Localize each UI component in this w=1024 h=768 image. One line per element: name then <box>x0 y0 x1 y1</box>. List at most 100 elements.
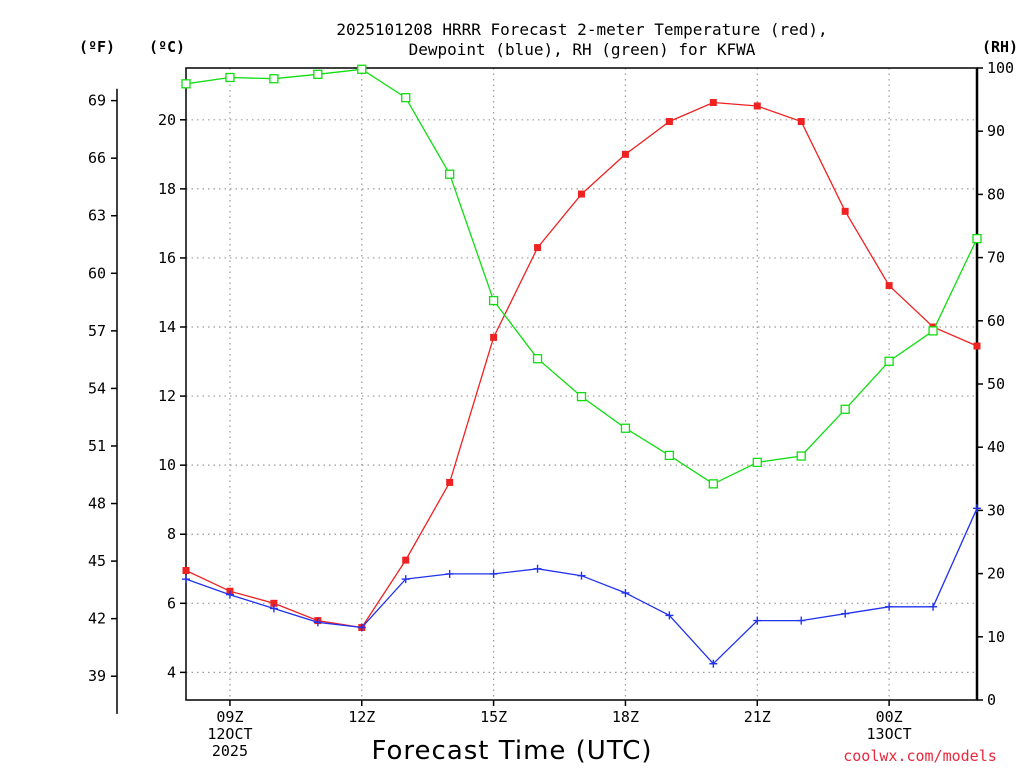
dewpoint-point <box>929 602 938 611</box>
dewpoint-point <box>577 571 586 580</box>
rh-unit-label: (RH) <box>982 38 1018 56</box>
rh-tick-label: 70 <box>987 249 1005 267</box>
celsius-tick-label: 10 <box>158 456 176 474</box>
celsius-tick-label: 6 <box>167 594 176 612</box>
temperature-point <box>973 342 981 350</box>
grid-lines <box>186 68 977 700</box>
x-tick-label: 21Z <box>744 708 771 726</box>
rh-point <box>181 79 191 89</box>
celsius-tick-label: 12 <box>158 387 176 405</box>
temperature-point <box>621 150 629 158</box>
fahrenheit-tick-label: 48 <box>88 495 106 513</box>
celsius-tick-label: 18 <box>158 180 176 198</box>
rh-point <box>708 479 718 489</box>
rh-series-line <box>185 68 978 485</box>
fahrenheit-tick-label: 45 <box>88 552 106 570</box>
rh-tick-label: 0 <box>987 691 996 709</box>
rh-point <box>752 457 762 468</box>
temperature-series-line <box>185 101 978 629</box>
rh-tick-label: 90 <box>987 122 1005 140</box>
temperature-point <box>665 118 673 126</box>
x-axis-label: Forecast Time (UTC) <box>371 736 652 766</box>
rh-point <box>664 450 675 461</box>
x-tick-label: 12Z <box>348 708 375 726</box>
temperature-point <box>270 599 278 607</box>
dewpoint-series-line <box>185 508 978 665</box>
rh-point <box>796 451 806 461</box>
rh-tick-label: 20 <box>987 565 1005 583</box>
credit-label: coolwx.com/models <box>843 747 997 765</box>
dewpoint-point <box>269 604 278 613</box>
rh-point <box>401 93 411 103</box>
fahrenheit-tick-label: 57 <box>88 322 106 340</box>
x-tick-label: 09Z <box>216 708 243 726</box>
rh-tick-label: 60 <box>987 312 1005 330</box>
x-tick-label: 15Z <box>480 708 507 726</box>
celsius-tick-label: 8 <box>167 525 176 543</box>
celsius-tick-label: 16 <box>158 249 176 267</box>
dewpoint-point <box>225 590 234 599</box>
temperature-point <box>841 207 849 215</box>
chart-title-line1: 2025101208 HRRR Forecast 2-meter Tempera… <box>336 20 827 39</box>
rh-tick-label: 80 <box>987 185 1005 203</box>
temperature-point <box>753 102 761 110</box>
rh-tick-label: 40 <box>987 438 1005 456</box>
fahrenheit-tick-label: 39 <box>88 667 106 685</box>
rh-point <box>928 326 938 336</box>
fahrenheit-tick-label: 42 <box>88 610 106 628</box>
rh-tick-label: 50 <box>987 375 1005 393</box>
dewpoint-point <box>401 575 410 584</box>
dewpoint-point <box>709 659 718 668</box>
temperature-point <box>885 282 893 290</box>
fahrenheit-tick-label: 54 <box>88 379 106 397</box>
x-tick-label: 13OCT <box>867 725 912 743</box>
rh-point <box>972 233 982 244</box>
dewpoint-point <box>313 618 322 627</box>
temperature-point <box>446 478 454 486</box>
fahrenheit-tick-label: 51 <box>88 437 106 455</box>
plot-frame <box>185 67 978 701</box>
x-tick-label: 2025 <box>212 742 248 760</box>
dewpoint-point <box>533 564 542 573</box>
axes: 4 6 8 10 12 14 16 18 20 39 42 45 48 51 54 57 60 63 66 69 0 10… <box>88 59 1014 714</box>
temperature-point <box>490 333 498 341</box>
fahrenheit-tick-label: 66 <box>88 149 106 167</box>
celsius-unit-label: (ºC) <box>149 38 185 56</box>
rh-point <box>840 404 850 414</box>
temperature-point <box>797 118 805 126</box>
dewpoint-point <box>797 616 806 625</box>
chart-title-line2: Dewpoint (blue), RH (green) for KFWA <box>409 40 756 59</box>
fahrenheit-tick-label: 60 <box>88 264 106 282</box>
x-tick-label: 18Z <box>612 708 639 726</box>
x-tick-label: 12OCT <box>207 725 252 743</box>
rh-point <box>488 295 499 306</box>
rh-point <box>884 356 894 366</box>
rh-point <box>532 354 543 364</box>
dewpoint-point <box>621 588 630 597</box>
fahrenheit-unit-label: (ºF) <box>79 38 115 56</box>
dewpoint-point <box>665 611 674 620</box>
celsius-tick-label: 4 <box>167 663 176 681</box>
temperature-point <box>578 190 585 198</box>
dewpoint-point <box>357 623 366 632</box>
rh-tick-label: 100 <box>987 59 1014 77</box>
temperature-point <box>534 244 542 252</box>
x-tick-label: 00Z <box>876 708 903 726</box>
rh-point <box>225 72 235 83</box>
rh-tick-label: 30 <box>987 501 1005 519</box>
rh-point <box>269 74 279 84</box>
rh-tick-label: 10 <box>987 628 1005 646</box>
rh-point <box>313 69 323 79</box>
rh-point <box>445 169 455 179</box>
fahrenheit-tick-label: 63 <box>88 207 106 225</box>
celsius-tick-label: 20 <box>158 111 176 129</box>
celsius-tick-label: 14 <box>158 318 176 336</box>
dewpoint-point <box>973 504 981 513</box>
rh-point <box>357 64 367 74</box>
dewpoint-point <box>885 602 894 611</box>
rh-point <box>576 391 587 402</box>
rh-point <box>620 423 631 433</box>
temperature-point <box>182 566 190 574</box>
